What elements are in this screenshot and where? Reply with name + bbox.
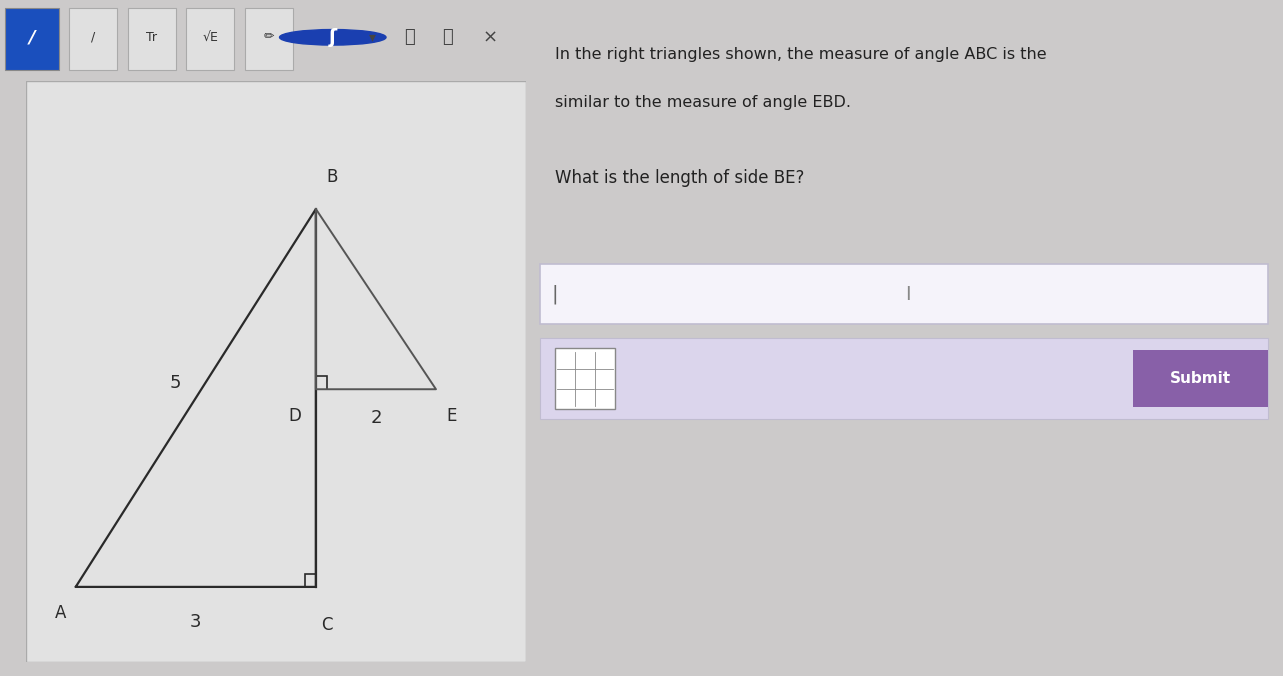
Bar: [69, 8, 117, 70]
Text: /: /: [91, 31, 95, 44]
Text: similar to the measure of angle EBD.: similar to the measure of angle EBD.: [556, 95, 851, 110]
Text: ×: ×: [482, 28, 498, 47]
Text: 2: 2: [371, 409, 381, 427]
Text: |: |: [552, 285, 558, 304]
Bar: [245, 8, 293, 70]
Text: ▾: ▾: [370, 30, 376, 45]
Bar: [1133, 350, 1268, 407]
Text: √E: √E: [203, 31, 218, 44]
Text: D: D: [287, 407, 302, 425]
Text: B: B: [326, 168, 337, 186]
Bar: [128, 8, 176, 70]
Text: 5: 5: [171, 375, 181, 393]
Bar: [186, 8, 235, 70]
Text: A: A: [55, 604, 67, 623]
Text: ⌣: ⌣: [441, 28, 453, 47]
Text: In the right triangles shown, the measure of angle ABC is the: In the right triangles shown, the measur…: [556, 47, 1047, 62]
Text: What is the length of side BE?: What is the length of side BE?: [556, 169, 804, 187]
Text: E: E: [446, 407, 457, 425]
Text: Tr: Tr: [146, 31, 158, 44]
Text: /: /: [28, 28, 35, 47]
Text: Submit: Submit: [1170, 371, 1230, 386]
Bar: [5, 8, 59, 70]
Circle shape: [280, 30, 386, 45]
Text: ʃ: ʃ: [328, 28, 337, 47]
Bar: [556, 348, 615, 409]
Bar: [540, 338, 1268, 419]
Bar: [540, 264, 1268, 324]
Text: ⌢: ⌢: [404, 28, 416, 47]
Text: C: C: [321, 616, 332, 634]
Text: ✏: ✏: [263, 31, 275, 44]
Text: I: I: [905, 285, 911, 304]
Text: 3: 3: [190, 612, 201, 631]
